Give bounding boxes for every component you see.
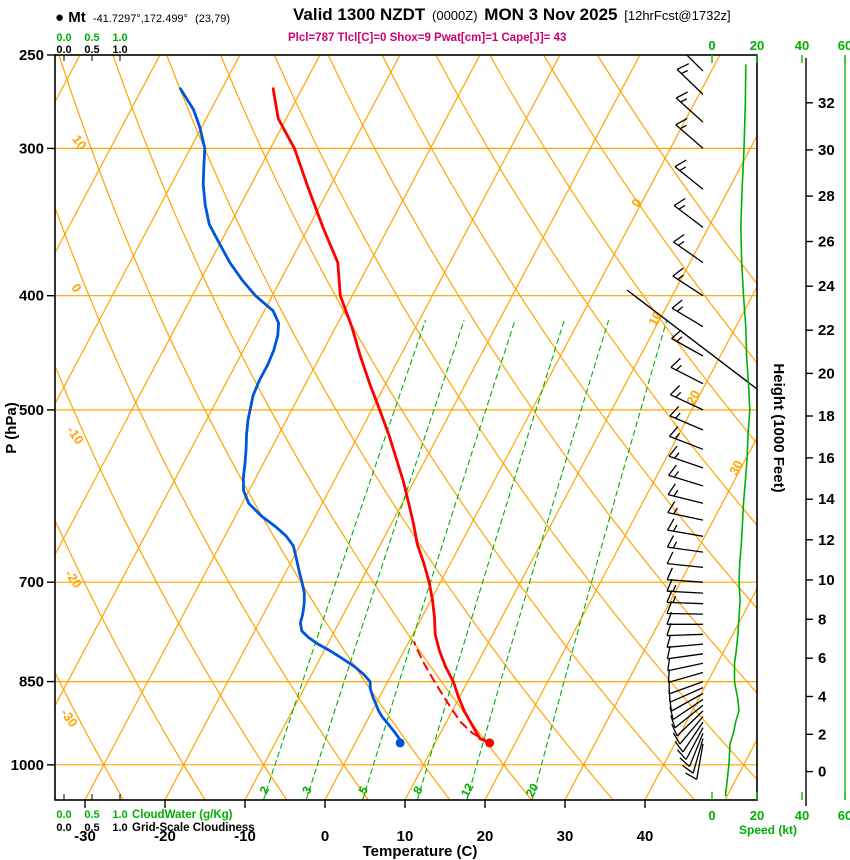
svg-text:10: 10: [818, 572, 835, 589]
valid-time-title: Valid 1300 NZDT (0000Z) MON 3 Nov 2025 […: [293, 5, 733, 25]
forecast-ref: [12hrFcst@1732z]: [624, 8, 731, 23]
svg-text:-20: -20: [154, 828, 176, 845]
svg-text:60: 60: [838, 808, 850, 823]
plot-frame: [54, 54, 758, 801]
stability-parameters: Plcl=787 Tlcl[C]=0 Shox=9 Pwat[cm]=1 Cap…: [288, 32, 567, 44]
svg-text:26: 26: [818, 234, 835, 251]
cloudwater-axis-title: CloudWater (g/Kg): [132, 809, 233, 821]
svg-text:16: 16: [818, 450, 835, 467]
svg-text:28: 28: [818, 188, 835, 205]
svg-text:0: 0: [818, 764, 826, 781]
svg-text:30: 30: [557, 828, 574, 845]
pressure-axis-title: P (hPa): [3, 402, 20, 453]
svg-text:0: 0: [708, 808, 715, 823]
orange-grid: [55, 55, 757, 800]
svg-text:10: 10: [645, 309, 665, 329]
cloudiness-bottom-tick-0: 0.0: [56, 822, 71, 834]
cloudiness-axis-title: Grid-Scale Cloudiness: [132, 822, 255, 834]
cloudwater-top-tick-2: 1.0: [112, 32, 127, 44]
svg-text:30: 30: [726, 458, 746, 478]
svg-text:10: 10: [397, 828, 414, 845]
station-gridpoint: (23,79): [195, 13, 230, 25]
cloudwater-top-tick-0: 0.0: [56, 32, 71, 44]
svg-text:8: 8: [818, 611, 826, 628]
sounding-profiles: [178, 87, 495, 748]
svg-text:0: 0: [68, 281, 84, 296]
svg-text:300: 300: [19, 140, 44, 157]
svg-text:20: 20: [477, 828, 494, 845]
svg-text:250: 250: [19, 47, 44, 64]
svg-text:500: 500: [19, 402, 44, 419]
station-coords: -41.7297°,172.499°: [92, 13, 188, 25]
cloudiness-bottom-tick-1: 0.5: [84, 822, 99, 834]
cloudwater-bottom-tick-2: 1.0: [112, 809, 127, 821]
speed-axis-title: Speed (kt): [739, 823, 797, 837]
svg-text:-10: -10: [64, 423, 87, 447]
svg-text:-30: -30: [74, 828, 96, 845]
svg-text:40: 40: [795, 38, 809, 53]
svg-text:20: 20: [523, 781, 542, 800]
svg-text:30: 30: [818, 142, 835, 159]
valid-zulu: (0000Z): [432, 8, 478, 23]
svg-text:5: 5: [356, 784, 372, 797]
svg-text:32: 32: [818, 95, 835, 112]
valid-date: MON 3 Nov 2025: [484, 5, 618, 24]
svg-text:0: 0: [321, 828, 329, 845]
svg-text:20: 20: [683, 388, 703, 408]
station-bullet-icon: ●: [55, 9, 65, 26]
svg-text:12: 12: [458, 781, 477, 800]
cloudwater-bottom-tick-1: 0.5: [84, 809, 99, 821]
wind-speed-curve: [724, 64, 751, 797]
svg-text:850: 850: [19, 674, 44, 691]
wind-barbs: [666, 55, 704, 780]
svg-text:2: 2: [818, 726, 826, 743]
svg-text:-30: -30: [58, 706, 81, 730]
generated-chart-layers: 2 3 5 8 12 200102030100-10-20-302503004005007…: [11, 38, 850, 845]
cloudwater-bottom-tick-0: 0.0: [56, 809, 71, 821]
svg-text:24: 24: [818, 278, 835, 295]
svg-text:3: 3: [299, 784, 315, 797]
svg-text:400: 400: [19, 288, 44, 305]
svg-text:20: 20: [750, 38, 764, 53]
station-name: Mt: [68, 9, 86, 26]
svg-text:20: 20: [750, 808, 764, 823]
svg-text:60: 60: [838, 38, 850, 53]
svg-text:20: 20: [818, 365, 835, 382]
cloudiness-top-tick-2: 1.0: [112, 44, 127, 56]
station-header: ● Mt -41.7297°,172.499° (23,79): [55, 9, 230, 26]
svg-text:0: 0: [628, 196, 645, 209]
svg-text:0: 0: [708, 38, 715, 53]
svg-text:22: 22: [818, 322, 835, 339]
svg-text:40: 40: [795, 808, 809, 823]
svg-text:40: 40: [637, 828, 654, 845]
svg-text:-10: -10: [234, 828, 256, 845]
grid-value-labels: 0 10 20 30 10 0 -10 -20 -30: [58, 132, 746, 730]
surface-dewpoint-dot: [395, 738, 405, 748]
cloudiness-top-tick-1: 0.5: [84, 44, 99, 56]
cloudiness-bottom-tick-2: 1.0: [112, 822, 127, 834]
svg-text:14: 14: [818, 491, 835, 508]
temperature-axis-title: Temperature (C): [363, 843, 478, 860]
cloudiness-top-tick-0: 0.0: [56, 44, 71, 56]
svg-text:700: 700: [19, 574, 44, 591]
svg-text:18: 18: [818, 408, 835, 425]
svg-text:6: 6: [818, 650, 826, 667]
svg-text:12: 12: [818, 532, 835, 549]
svg-text:2: 2: [257, 784, 273, 797]
surface-temperature-dot: [485, 738, 495, 748]
svg-text:4: 4: [818, 689, 827, 706]
svg-text:-20: -20: [62, 567, 85, 591]
valid-label: Valid 1300 NZDT: [293, 5, 426, 24]
svg-text:8: 8: [410, 784, 426, 797]
cloudwater-top-tick-1: 0.5: [84, 32, 99, 44]
svg-text:1000: 1000: [11, 757, 44, 774]
svg-text:10: 10: [69, 132, 90, 152]
height-axis-title: Height (1000 Feet): [770, 363, 787, 492]
